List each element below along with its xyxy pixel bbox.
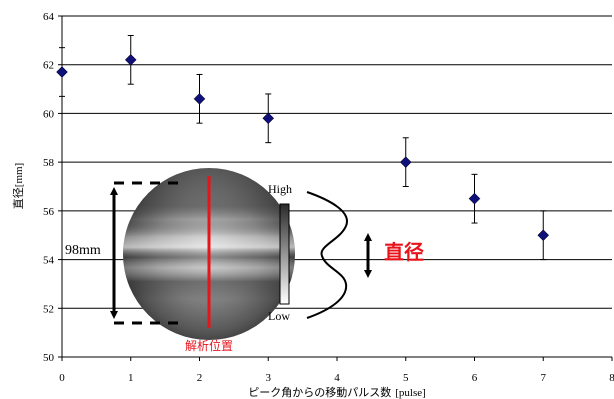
x-axis-title: ピーク角からの移動パルス数 [pulse] bbox=[248, 385, 426, 399]
y-tick-label: 58 bbox=[43, 157, 55, 169]
y-tick-label: 52 bbox=[43, 303, 54, 315]
data-point-5 bbox=[468, 192, 481, 205]
x-tick-label: 4 bbox=[334, 372, 340, 384]
y-axis-title: 直径[mm] bbox=[11, 163, 25, 209]
x-tick-label: 3 bbox=[266, 372, 272, 384]
data-point-1 bbox=[124, 53, 137, 66]
y-tick-label: 56 bbox=[43, 206, 55, 218]
scale-label: 98mm bbox=[65, 243, 101, 258]
data-point-6 bbox=[537, 229, 550, 242]
x-tick-label: 1 bbox=[128, 372, 134, 384]
x-axis-title-text: ピーク角からの移動パルス数 bbox=[248, 385, 391, 399]
x-tick-label: 0 bbox=[59, 372, 65, 384]
y-tick-label: 50 bbox=[43, 352, 55, 364]
y-axis-unit: [mm] bbox=[13, 163, 25, 187]
x-tick-label: 6 bbox=[472, 372, 478, 384]
colorbar-low-label: Low bbox=[268, 309, 290, 323]
colorbar bbox=[279, 203, 290, 305]
x-tick-label: 8 bbox=[609, 372, 614, 384]
data-series bbox=[56, 34, 550, 261]
data-point-0 bbox=[56, 66, 68, 78]
y-tick-label: 54 bbox=[43, 255, 55, 267]
y-tick-label: 60 bbox=[43, 108, 55, 120]
y-tick-label: 64 bbox=[43, 11, 55, 23]
x-tick-label: 5 bbox=[403, 372, 409, 384]
x-tick-label: 2 bbox=[197, 372, 203, 384]
x-tick-label: 7 bbox=[541, 372, 547, 384]
data-point-2 bbox=[193, 92, 206, 105]
x-axis-unit: [pulse] bbox=[395, 387, 426, 399]
inset-illustration: 解析位置 98mm High Low 直径 bbox=[65, 168, 424, 353]
colorbar-high-label: High bbox=[268, 182, 292, 196]
diameter-label: 直径 bbox=[384, 240, 424, 264]
profile-curve bbox=[306, 191, 348, 319]
data-point-4 bbox=[399, 156, 412, 168]
y-axis-title-text: 直径 bbox=[11, 187, 25, 209]
y-tick-label: 62 bbox=[43, 60, 54, 72]
data-point-3 bbox=[262, 112, 275, 125]
analysis-position-label: 解析位置 bbox=[185, 338, 233, 353]
